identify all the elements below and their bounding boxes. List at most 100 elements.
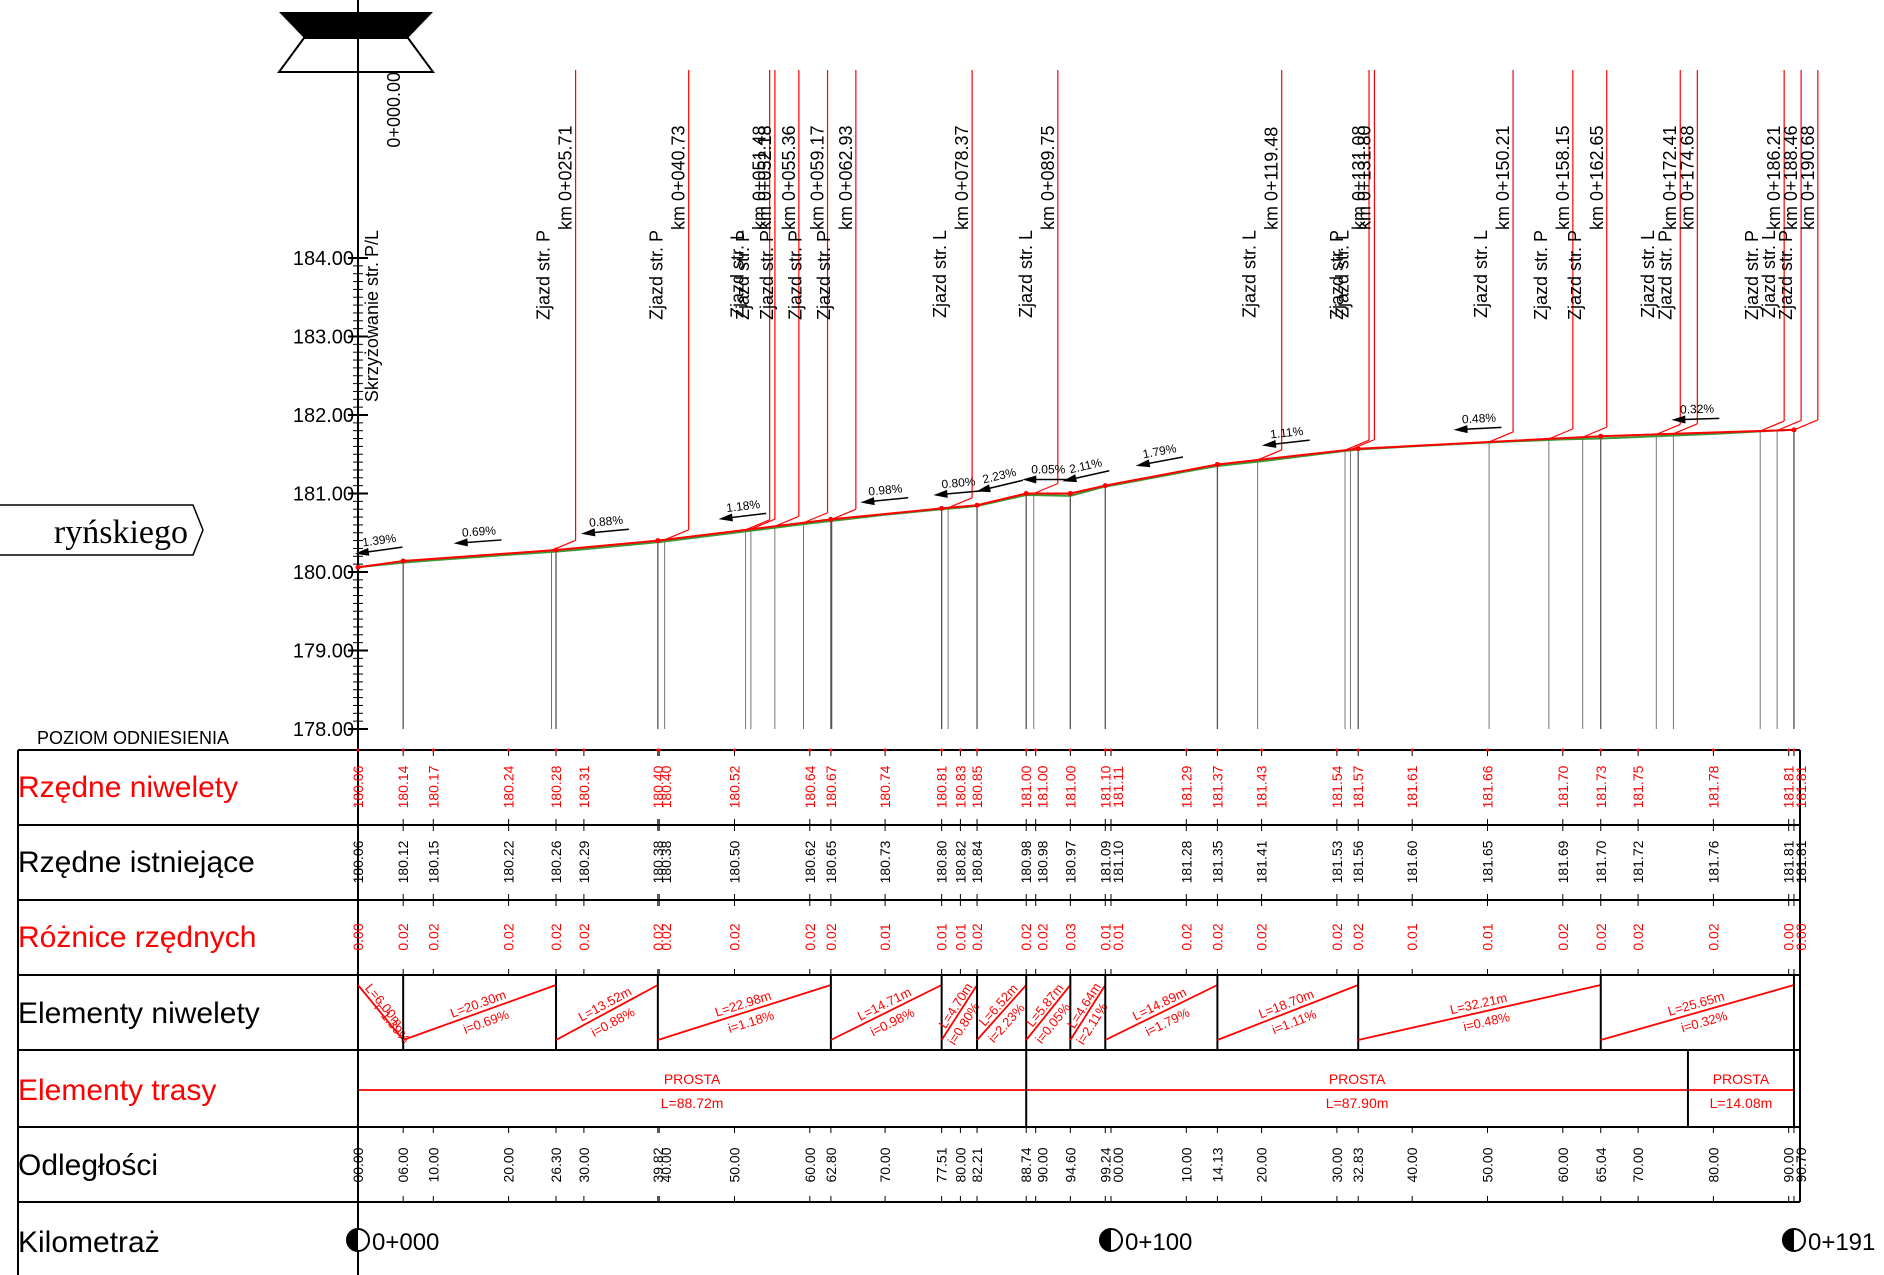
table-marker — [975, 748, 979, 752]
annotation-line-2: km 0+158.15 — [1553, 125, 1573, 230]
table-value: 80.00 — [1705, 1147, 1721, 1182]
grade-arrow: 1.39% — [354, 531, 403, 556]
table-value: 0.02 — [1209, 923, 1225, 950]
axis-tick-label: 181.00 — [293, 484, 354, 506]
grade-break-point — [1355, 446, 1361, 452]
table-value: 180.24 — [501, 765, 517, 808]
table-value: 180.40 — [650, 765, 666, 808]
table-marker — [1024, 748, 1028, 752]
grade-percent-label: 1.18% — [725, 497, 761, 515]
row-label-roznice-rzednych: Różnice rzędnych — [18, 921, 256, 954]
chainage-annotation: Zjazd str. Pkm 0+052.18 — [733, 70, 776, 530]
table-value: 32.83 — [1350, 1147, 1366, 1182]
table-marker — [733, 748, 736, 752]
table-value: 180.82 — [952, 840, 968, 883]
table-value: 0.02 — [501, 923, 517, 950]
table-value: 181.81 — [1793, 765, 1809, 808]
table-value: 65.04 — [1593, 1147, 1609, 1182]
grade-element-slope-line — [1600, 984, 1795, 1041]
route-element-length: L=87.90m — [1326, 1095, 1389, 1111]
annotation-line-1: Zjazd str. P — [1531, 230, 1551, 320]
grade-arrow-head — [1671, 415, 1686, 424]
chainage-annotation: Zjazd str. Lkm 0+131.80 — [1332, 70, 1376, 451]
table-value: 181.29 — [1178, 765, 1194, 808]
table-value: 0.00 — [350, 923, 366, 950]
table-value: 0.02 — [1254, 923, 1270, 950]
table-value: 181.70 — [1555, 765, 1571, 808]
route-element-length: L=88.72m — [661, 1095, 724, 1111]
table-marker — [657, 748, 661, 752]
annotation-line-2: km 0+174.68 — [1677, 125, 1697, 230]
table-value: 0.02 — [1705, 923, 1721, 950]
table-value: 180.85 — [969, 765, 985, 808]
table-value: 0.01 — [1404, 923, 1420, 950]
annotation-line-1: Zjazd str. P — [1655, 230, 1675, 320]
table-value: 180.52 — [727, 765, 743, 808]
table-value: 180.40 — [658, 765, 674, 808]
grade-percent-label: 0.69% — [461, 523, 496, 539]
chainage-annotation: Zjazd str. Lkm 0+119.48 — [1240, 70, 1283, 461]
grade-arrow: 0.05% — [1022, 463, 1071, 484]
grade-element-slope-line — [555, 984, 659, 1041]
row-label-elementy-trasy: Elementy trasy — [18, 1074, 216, 1107]
annotation-leader — [1673, 423, 1698, 435]
table-value: 0.02 — [1350, 923, 1366, 950]
annotation-line-2: km 0+062.93 — [836, 125, 856, 230]
grade-break-point — [400, 558, 406, 564]
table-value: 39.82 — [650, 1147, 666, 1182]
annotation-leader — [1344, 439, 1370, 451]
grade-arrow-head — [860, 497, 875, 506]
table-value: 181.73 — [1593, 765, 1609, 808]
chainage-annotation: Zjazd str. Pkm 0+059.17 — [786, 70, 829, 524]
annotation-line-1: Zjazd str. P — [757, 230, 777, 320]
row-label-kilometraz: Kilometraż — [18, 1226, 160, 1259]
annotation-line-1: Zjazd str. L — [1332, 230, 1352, 318]
reference-level-label: POZIOM ODNIESIENIA — [37, 728, 229, 748]
table-marker — [1792, 748, 1796, 752]
grade-arrow-head — [1135, 459, 1151, 468]
table-value: 180.28 — [548, 765, 564, 808]
table-value: 0.01 — [1480, 923, 1496, 950]
annotation-line-2: km 0+150.21 — [1493, 125, 1513, 230]
table-value: 180.74 — [877, 765, 893, 808]
table-value: 0.02 — [802, 923, 818, 950]
annotation-line-1: Zjazd str. P — [786, 230, 806, 320]
table-value: 62.80 — [823, 1147, 839, 1182]
table-marker — [1486, 748, 1489, 752]
route-element-type: PROSTA — [1713, 1071, 1770, 1087]
table-value: 60.00 — [802, 1147, 818, 1182]
table-marker — [958, 748, 962, 752]
annotation-leader — [947, 497, 973, 509]
kilometrage-marker: 0+000 — [346, 1228, 439, 1256]
table-marker — [507, 748, 511, 752]
annotation-line-2: km 0+131.80 — [1354, 125, 1374, 230]
grade-percent-label: 1.39% — [361, 531, 397, 550]
grade-arrow-head — [976, 484, 991, 493]
annotation-leader — [1776, 419, 1802, 432]
table-marker — [401, 748, 405, 752]
table-value: 0.01 — [1110, 923, 1126, 950]
chainage-annotation: Zjazd str. Pkm 0+062.93 — [814, 70, 857, 520]
route-element-type: PROSTA — [664, 1071, 721, 1087]
annotation-line-1: Zjazd str. P — [1327, 230, 1347, 320]
profile-header-symbol — [277, 12, 435, 73]
grade-percent-label: 0.05% — [1031, 463, 1065, 477]
table-value: 0.01 — [934, 923, 950, 950]
kilometrage-half — [1782, 1229, 1794, 1251]
annotation-leader — [745, 519, 770, 531]
table-value: 0.02 — [1593, 923, 1609, 950]
annotation-leader — [1488, 431, 1514, 443]
chainage-annotation: Skrzyżowanie str. P/L 0+000.00 — [362, 72, 404, 402]
table-value: 0.00 — [1781, 923, 1797, 950]
grade-element-slope-line — [1358, 984, 1601, 1041]
table-value: 181.81 — [1781, 840, 1797, 883]
table-value: 181.76 — [1705, 840, 1721, 883]
grade-percent-label: 1.11% — [1269, 424, 1304, 442]
table-value: 180.73 — [877, 840, 893, 883]
table-marker — [1215, 748, 1219, 752]
annotation-line-2: km 0+188.46 — [1781, 125, 1801, 230]
grade-break-point — [974, 502, 980, 508]
table-value: 181.70 — [1593, 840, 1609, 883]
